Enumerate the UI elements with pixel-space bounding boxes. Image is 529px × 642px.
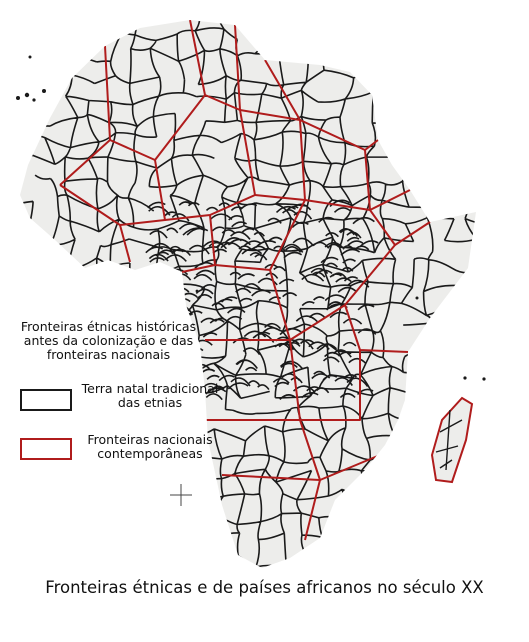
national-legend-label: Fronteiras nacionais contemporâneas <box>87 432 213 461</box>
ethnic-legend-swatch <box>20 389 72 411</box>
map-caption: Fronteiras étnicas e de países africanos… <box>45 578 484 597</box>
national-borders <box>59 20 431 541</box>
islands <box>16 55 486 381</box>
madagascar-inner-lines <box>435 409 463 471</box>
national-legend-swatch <box>20 438 72 460</box>
madagascar <box>430 396 474 484</box>
compass-icon <box>170 484 192 506</box>
legend-title: Fronteiras étnicas históricas antes da c… <box>20 319 197 362</box>
ethnic-legend-label: Terra natal tradicional das etnias <box>81 381 219 410</box>
